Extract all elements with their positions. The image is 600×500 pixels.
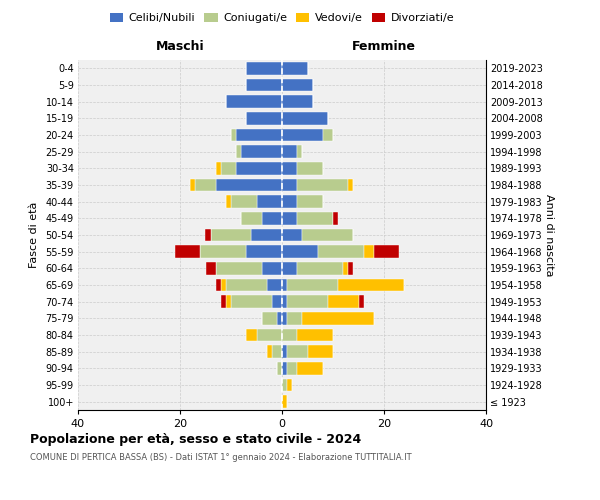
Bar bbox=[262, 262, 282, 274]
Bar bbox=[287, 379, 292, 391]
Bar bbox=[272, 346, 282, 358]
Text: Maschi: Maschi bbox=[155, 40, 205, 53]
Bar bbox=[282, 79, 313, 92]
Bar bbox=[282, 296, 287, 308]
Bar bbox=[287, 346, 308, 358]
Bar bbox=[364, 246, 374, 258]
Text: COMUNE DI PERTICA BASSA (BS) - Dati ISTAT 1° gennaio 2024 - Elaborazione TUTTITA: COMUNE DI PERTICA BASSA (BS) - Dati ISTA… bbox=[30, 452, 412, 462]
Bar bbox=[282, 96, 313, 108]
Text: Popolazione per età, sesso e stato civile - 2024: Popolazione per età, sesso e stato civil… bbox=[30, 432, 361, 446]
Bar bbox=[282, 212, 298, 224]
Bar bbox=[247, 62, 282, 74]
Bar bbox=[257, 329, 282, 341]
Bar bbox=[298, 262, 343, 274]
Bar bbox=[231, 196, 257, 208]
Bar bbox=[302, 312, 374, 324]
Bar bbox=[231, 296, 272, 308]
Bar bbox=[282, 312, 287, 324]
Bar bbox=[216, 279, 221, 291]
Bar bbox=[282, 112, 328, 124]
Bar bbox=[282, 346, 287, 358]
Bar bbox=[323, 129, 333, 141]
Bar bbox=[226, 196, 231, 208]
Bar bbox=[359, 296, 364, 308]
Legend: Celibi/Nubili, Coniugati/e, Vedovi/e, Divorziati/e: Celibi/Nubili, Coniugati/e, Vedovi/e, Di… bbox=[106, 8, 458, 28]
Bar bbox=[302, 229, 353, 241]
Bar bbox=[282, 329, 298, 341]
Bar bbox=[226, 279, 267, 291]
Bar bbox=[247, 329, 257, 341]
Bar bbox=[287, 279, 338, 291]
Y-axis label: Fasce di età: Fasce di età bbox=[29, 202, 38, 268]
Bar bbox=[282, 62, 308, 74]
Bar bbox=[287, 362, 298, 374]
Bar bbox=[328, 296, 359, 308]
Bar bbox=[236, 146, 241, 158]
Bar bbox=[190, 179, 196, 192]
Bar bbox=[277, 362, 282, 374]
Bar bbox=[251, 229, 282, 241]
Bar bbox=[267, 279, 282, 291]
Bar bbox=[241, 146, 282, 158]
Bar bbox=[257, 196, 282, 208]
Bar bbox=[196, 179, 216, 192]
Bar bbox=[298, 329, 333, 341]
Bar bbox=[282, 196, 298, 208]
Bar bbox=[287, 296, 328, 308]
Bar bbox=[282, 229, 302, 241]
Bar bbox=[282, 129, 323, 141]
Bar bbox=[272, 296, 282, 308]
Bar bbox=[338, 279, 404, 291]
Bar bbox=[282, 279, 287, 291]
Bar bbox=[282, 362, 287, 374]
Bar bbox=[349, 179, 353, 192]
Bar bbox=[211, 229, 251, 241]
Bar bbox=[349, 262, 353, 274]
Y-axis label: Anni di nascita: Anni di nascita bbox=[544, 194, 554, 276]
Bar bbox=[236, 162, 282, 174]
Bar bbox=[247, 246, 282, 258]
Bar bbox=[247, 79, 282, 92]
Bar bbox=[282, 396, 287, 408]
Bar bbox=[267, 346, 272, 358]
Bar bbox=[282, 246, 318, 258]
Bar bbox=[298, 146, 302, 158]
Bar bbox=[216, 262, 262, 274]
Bar bbox=[226, 96, 282, 108]
Bar bbox=[206, 262, 216, 274]
Bar bbox=[247, 112, 282, 124]
Bar bbox=[298, 362, 323, 374]
Bar bbox=[221, 162, 236, 174]
Bar bbox=[282, 262, 298, 274]
Text: Femmine: Femmine bbox=[352, 40, 416, 53]
Bar bbox=[318, 246, 364, 258]
Bar bbox=[298, 162, 323, 174]
Bar bbox=[231, 129, 236, 141]
Bar bbox=[282, 379, 287, 391]
Bar bbox=[343, 262, 349, 274]
Bar bbox=[241, 212, 262, 224]
Bar bbox=[374, 246, 400, 258]
Bar bbox=[282, 179, 298, 192]
Bar bbox=[298, 179, 349, 192]
Bar bbox=[298, 212, 333, 224]
Bar bbox=[298, 196, 323, 208]
Bar bbox=[175, 246, 200, 258]
Bar bbox=[282, 146, 298, 158]
Bar bbox=[216, 162, 221, 174]
Bar bbox=[308, 346, 333, 358]
Bar bbox=[226, 296, 231, 308]
Bar bbox=[236, 129, 282, 141]
Bar bbox=[277, 312, 282, 324]
Bar bbox=[221, 296, 226, 308]
Bar bbox=[282, 162, 298, 174]
Bar bbox=[262, 212, 282, 224]
Bar bbox=[333, 212, 338, 224]
Bar bbox=[221, 279, 226, 291]
Bar bbox=[262, 312, 277, 324]
Bar bbox=[200, 246, 247, 258]
Bar bbox=[287, 312, 302, 324]
Bar bbox=[206, 229, 211, 241]
Bar bbox=[216, 179, 282, 192]
